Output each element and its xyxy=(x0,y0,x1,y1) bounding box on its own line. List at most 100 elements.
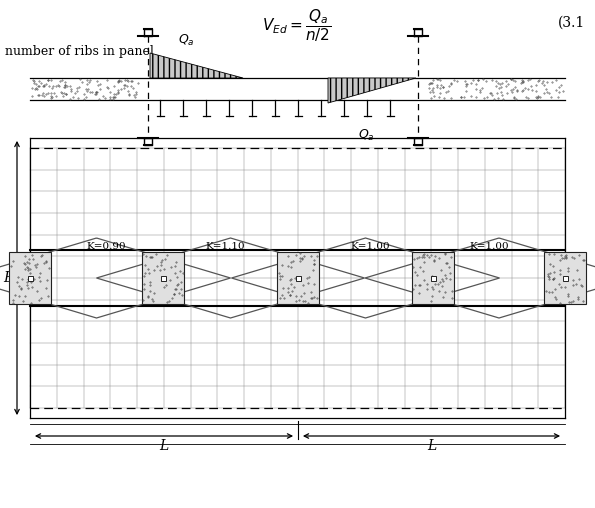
Point xyxy=(543,272,553,280)
Point xyxy=(296,255,305,263)
Point xyxy=(535,93,544,101)
Point xyxy=(48,93,57,102)
Text: B: B xyxy=(3,271,13,285)
Point xyxy=(472,85,481,93)
Point xyxy=(475,86,485,94)
Point xyxy=(471,92,481,101)
Point xyxy=(430,92,439,100)
Point xyxy=(432,75,441,83)
Point xyxy=(289,283,299,291)
Point xyxy=(409,263,418,271)
Point xyxy=(128,76,137,84)
Point xyxy=(435,278,444,286)
Point xyxy=(429,256,439,264)
Point xyxy=(6,262,15,270)
Point xyxy=(544,273,554,281)
Point xyxy=(534,76,543,84)
Point xyxy=(172,280,181,289)
Point xyxy=(491,77,500,85)
Point xyxy=(35,269,45,277)
Point xyxy=(170,290,179,298)
Point xyxy=(123,76,132,84)
Point xyxy=(487,90,497,99)
Point xyxy=(87,87,96,96)
Point xyxy=(82,87,92,96)
Point xyxy=(174,289,184,297)
Point xyxy=(35,91,44,100)
Point xyxy=(54,82,64,90)
Point xyxy=(102,83,112,91)
Point xyxy=(178,269,187,277)
Point xyxy=(277,291,286,299)
Point xyxy=(116,85,126,93)
Point xyxy=(20,260,30,268)
Point xyxy=(580,256,589,264)
Point xyxy=(144,269,154,277)
Point xyxy=(508,88,517,96)
Point xyxy=(491,82,500,90)
Point xyxy=(26,278,36,287)
Point xyxy=(568,275,578,283)
Point xyxy=(35,276,45,284)
Point xyxy=(412,270,422,278)
Point xyxy=(518,76,527,84)
Point xyxy=(558,87,568,95)
Point xyxy=(46,76,56,84)
Point xyxy=(555,298,565,306)
Point xyxy=(540,81,549,89)
Point xyxy=(73,94,83,102)
Point xyxy=(442,259,452,267)
Point xyxy=(95,85,105,93)
Point xyxy=(543,88,552,96)
Point xyxy=(22,263,32,271)
Point xyxy=(43,76,52,84)
Bar xyxy=(544,252,586,304)
Point xyxy=(143,292,153,300)
Point xyxy=(436,266,446,274)
Point xyxy=(131,88,140,96)
Point xyxy=(24,255,34,263)
Point xyxy=(508,84,518,92)
Point xyxy=(46,89,55,98)
Point xyxy=(561,253,571,261)
Point xyxy=(33,90,43,99)
Point xyxy=(129,84,138,92)
Point xyxy=(550,293,560,301)
Point xyxy=(295,249,305,257)
Point xyxy=(549,249,559,258)
Point xyxy=(447,294,456,302)
Point xyxy=(170,262,180,270)
Point xyxy=(553,93,563,101)
Point xyxy=(422,285,431,293)
Point xyxy=(568,297,578,305)
Point xyxy=(20,259,29,267)
Point xyxy=(58,76,67,84)
Point xyxy=(438,83,447,91)
Point xyxy=(26,299,36,307)
Point xyxy=(533,77,543,85)
Point xyxy=(471,80,481,88)
Point xyxy=(111,90,121,98)
Point xyxy=(42,257,51,265)
Point xyxy=(153,262,162,270)
Point xyxy=(145,281,155,290)
Point xyxy=(569,253,579,262)
Point xyxy=(58,92,67,100)
Point xyxy=(28,255,37,263)
Point xyxy=(533,92,542,100)
Point xyxy=(554,280,563,288)
Point xyxy=(114,77,124,85)
Point xyxy=(498,94,508,103)
Point xyxy=(37,91,46,100)
Point xyxy=(544,288,554,296)
Point xyxy=(18,297,27,305)
Text: $Q_a$: $Q_a$ xyxy=(358,128,375,143)
Point xyxy=(133,79,142,87)
Point xyxy=(46,94,55,102)
Point xyxy=(24,266,33,274)
Point xyxy=(482,77,491,85)
Point xyxy=(25,265,35,273)
Point xyxy=(474,76,483,84)
Point xyxy=(288,287,298,295)
Point xyxy=(503,80,513,88)
